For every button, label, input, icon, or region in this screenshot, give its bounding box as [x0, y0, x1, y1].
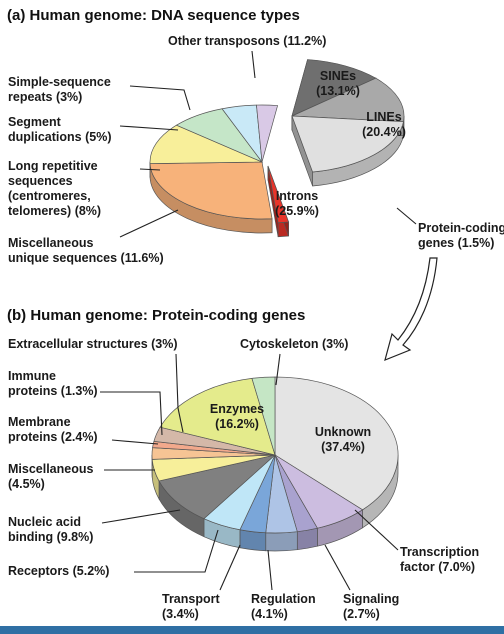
lead-regulation: [267, 549, 273, 591]
lead-transport: [219, 544, 241, 591]
leader-lines: [100, 50, 438, 591]
pie-a-slice-introns: [149, 161, 273, 220]
lead-simple-sequence-repeats: [129, 85, 191, 111]
label-signaling: Signaling (2.7%): [343, 592, 399, 621]
label-membrane-proteins: Membrane proteins (2.4%): [8, 415, 98, 444]
label-segment-duplications: Segment duplications (5%): [8, 115, 111, 144]
lead-nucleic-acid-binding: [101, 509, 181, 524]
lead-extracellular: [175, 353, 184, 433]
pie-a-slice-protein-coding-genes: [267, 165, 290, 224]
lead-misc-unique: [119, 209, 179, 238]
lead-segment-duplications: [119, 125, 179, 131]
lead-cytoskeleton: [275, 353, 281, 386]
pie-b-side-transport: [239, 529, 267, 552]
label-receptors: Receptors (5.2%): [8, 564, 109, 578]
lead-receptors: [134, 529, 219, 573]
labels: (a) Human genome: DNA sequence types (b) …: [7, 7, 504, 621]
label-misc-unique: Miscellaneous unique sequences (11.6%): [8, 236, 164, 265]
label-regulation: Regulation (4.1%): [251, 592, 316, 621]
pie-b-slice-nucleic-acid-binding: [158, 454, 277, 520]
pie-a: [149, 59, 405, 238]
label-introns: Introns (25.9%): [275, 189, 319, 218]
lead-immune-proteins: [100, 391, 163, 436]
label-immune-proteins: Immune proteins (1.3%): [8, 369, 98, 398]
pie-a-slice-simple-sequence-repeats: [256, 104, 279, 163]
label-transport: Transport (3.4%): [162, 592, 220, 621]
label-transcription-factor: Transcription factor (7.0%): [400, 545, 479, 574]
pie-a-slice-other-transposons: [291, 59, 377, 117]
label-simple-sequence-repeats: Simple-sequence repeats (3%): [8, 75, 111, 104]
pie-a-slice-miscellaneous-unique-sequences: [149, 124, 263, 165]
label-long-repetitive: Long repetitive sequences (centromeres, tel…: [8, 159, 101, 218]
pie-a-slice-lines: [291, 115, 404, 173]
lead-long-repetitive: [139, 168, 161, 171]
label-sines: SINEs (13.1%): [316, 69, 360, 98]
lead-other-transposons: [251, 50, 256, 79]
label-lines: LINEs (20.4%): [362, 110, 406, 139]
panel-b-title: (b) Human genome: Protein-coding genes: [7, 307, 305, 324]
label-cytoskeleton: Cytoskeleton (3%): [240, 337, 348, 351]
label-unknown: Unknown (37.4%): [315, 425, 371, 454]
pie-a-slice-sines: [291, 77, 405, 123]
label-extracellular-structures: Extracellular structures (3%): [8, 337, 178, 351]
label-nucleic-acid-binding: Nucleic acid binding (9.8%): [8, 515, 93, 544]
lead-protein-coding: [396, 207, 417, 225]
pie-b: [151, 376, 399, 552]
pie-b-side-regulation: [265, 531, 298, 552]
lead-membrane-proteins: [111, 439, 159, 445]
label-protein-coding: Protein-coding genes (1.5%): [418, 221, 504, 250]
pie-b-slice-enzymes: [159, 377, 276, 456]
panel-a-title: (a) Human genome: DNA sequence types: [7, 7, 300, 24]
pie-b-slice-unknown: [274, 376, 399, 511]
label-enzymes: Enzymes (16.2%): [210, 402, 264, 431]
pie-b-slice-cytoskeleton: [251, 376, 276, 456]
lead-signaling: [324, 544, 351, 591]
label-other-transposons: Other transposons (11.2%): [168, 34, 326, 48]
label-miscellaneous: Miscellaneous (4.5%): [8, 462, 93, 491]
lead-transcription-factor: [354, 509, 399, 551]
transition-arrow-icon: [384, 257, 438, 362]
bottom-border: [0, 626, 504, 634]
